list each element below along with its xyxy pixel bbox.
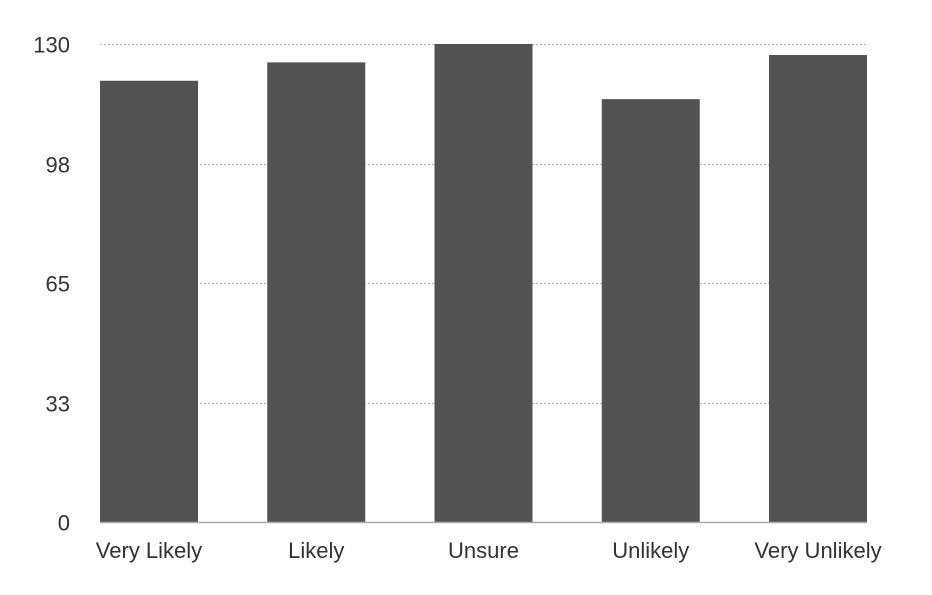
bars	[100, 44, 867, 523]
x-tick-label: Unsure	[448, 538, 519, 563]
bar-unsure	[434, 44, 533, 522]
bar-very-likely	[100, 80, 198, 523]
x-tick-labels: Very Likely Likely Unsure Unlikely Very Unli…	[96, 538, 882, 563]
bar-likely	[267, 62, 366, 523]
bar-unlikely	[601, 99, 700, 523]
y-tick-labels: 0 33 65 98 130	[33, 33, 70, 536]
y-tick-label: 98	[46, 153, 70, 178]
x-tick-label: Very Unlikely	[754, 538, 881, 563]
y-tick-label: 33	[46, 392, 70, 417]
x-tick-label: Unlikely	[612, 538, 689, 563]
y-tick-label: 65	[46, 272, 70, 297]
bar-very-unlikely	[769, 55, 867, 523]
x-tick-label: Likely	[288, 538, 344, 563]
y-tick-label: 0	[58, 511, 70, 536]
x-tick-label: Very Likely	[96, 538, 202, 563]
y-tick-label: 130	[33, 33, 70, 58]
